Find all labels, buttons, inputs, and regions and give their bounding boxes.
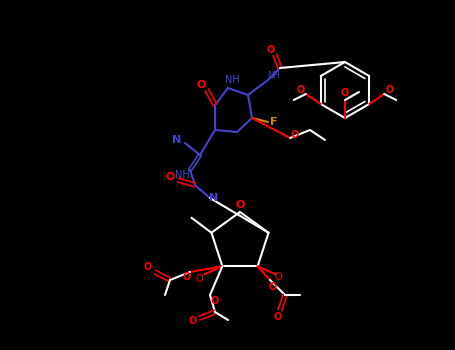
Text: O: O	[385, 85, 394, 95]
Text: O: O	[297, 85, 305, 95]
Text: N: N	[172, 135, 182, 145]
Text: O: O	[269, 282, 277, 292]
Text: O: O	[274, 312, 282, 322]
Text: O: O	[267, 45, 275, 55]
Text: N: N	[209, 193, 218, 203]
Text: O: O	[144, 262, 152, 272]
Text: O: O	[183, 272, 191, 282]
Text: O: O	[341, 88, 349, 98]
Text: O: O	[196, 80, 206, 90]
Text: O: O	[165, 172, 175, 182]
Text: NH: NH	[175, 170, 189, 180]
Text: F: F	[270, 117, 278, 127]
Text: O: O	[196, 274, 203, 284]
Text: NH: NH	[225, 75, 239, 85]
Text: O: O	[275, 272, 283, 282]
Text: O: O	[291, 130, 299, 140]
Text: NH: NH	[267, 71, 279, 80]
Text: O: O	[189, 316, 197, 326]
Text: O: O	[211, 296, 219, 306]
Text: O: O	[235, 200, 245, 210]
